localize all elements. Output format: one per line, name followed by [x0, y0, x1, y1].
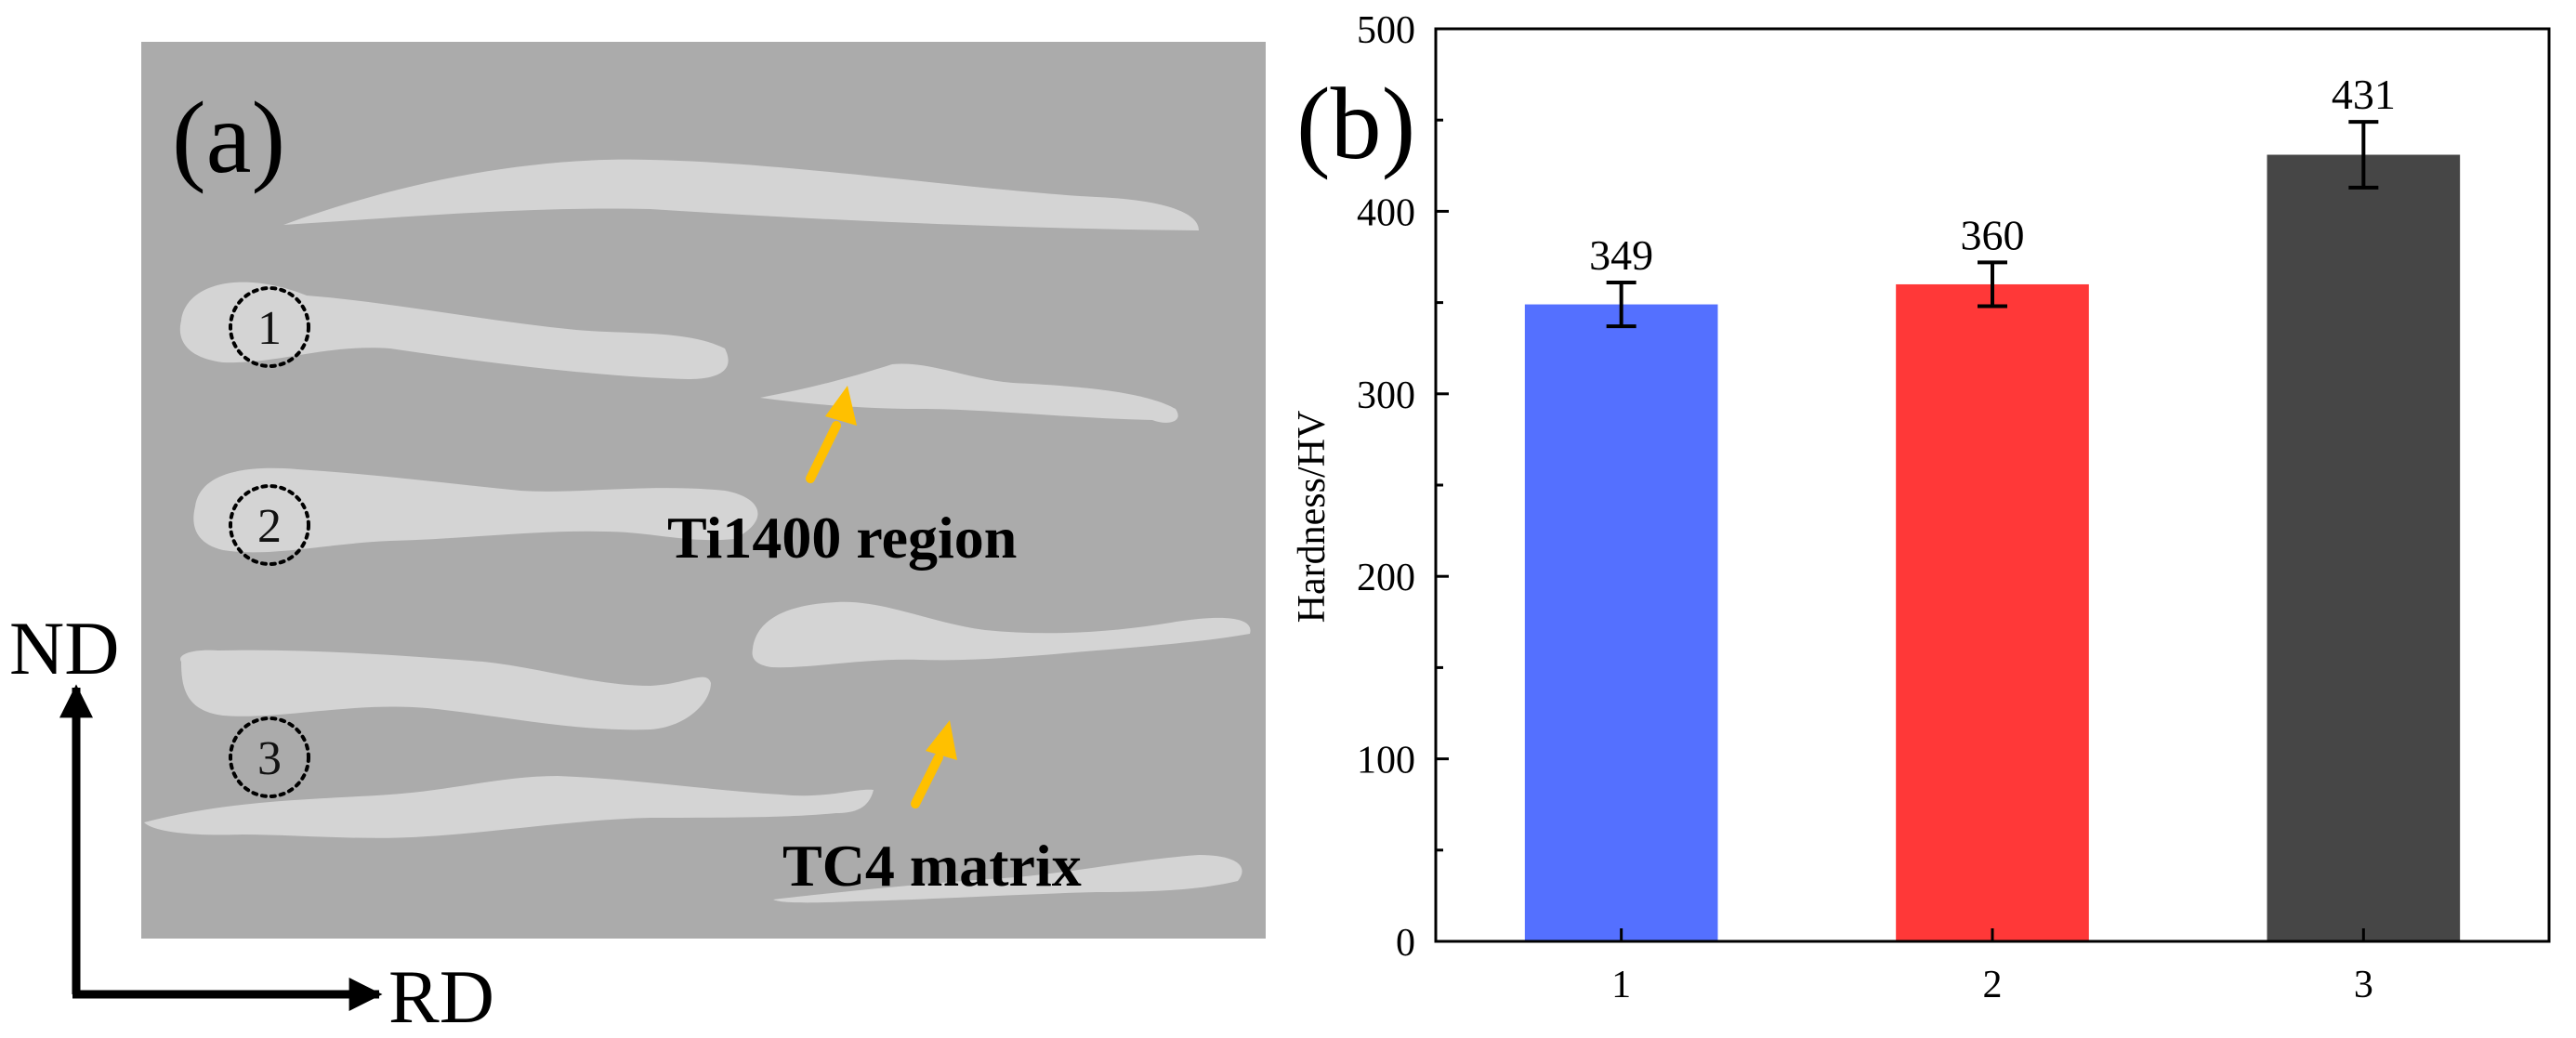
value-label-3: 431 [2332, 71, 2396, 118]
lamella [193, 467, 758, 553]
tc4-arrow-shaft [911, 753, 943, 808]
x-tick-label-1: 1 [1611, 964, 1631, 1006]
y-tick-label: 100 [1357, 740, 1415, 782]
point-1-label: 1 [257, 302, 282, 355]
chart-error-bars [1606, 120, 2379, 329]
y-tick-label: 0 [1396, 922, 1415, 965]
panel-a: 1 2 3 Ti1400 region TC4 matrix (a) ND RD [9, 42, 1266, 1038]
bar-2 [1896, 283, 2089, 942]
lamella [752, 601, 1251, 668]
lamella [144, 776, 874, 838]
x-axis-ticks: 1 2 3 [1611, 928, 2373, 1006]
y-tick-label: 300 [1357, 374, 1415, 417]
annotation-arrows [806, 386, 957, 808]
lamella [179, 282, 729, 379]
ti1400-lamellae [144, 159, 1251, 903]
bar-1 [1524, 304, 1718, 942]
point-3-label: 3 [257, 732, 282, 785]
nd-label: ND [9, 606, 119, 690]
ti1400-arrow-shaft [806, 421, 841, 483]
lamella [773, 855, 1242, 903]
chart-value-labels: 349 360 431 [1589, 71, 2396, 279]
point-2-circle [229, 484, 310, 566]
value-label-1: 349 [1589, 231, 1653, 279]
x-tick-label-3: 3 [2354, 964, 2373, 1006]
y-tick-label: 500 [1357, 9, 1415, 52]
point-3-circle [229, 716, 310, 798]
lamella [180, 650, 712, 730]
point-1-circle [229, 286, 310, 368]
value-label-2: 360 [1961, 211, 2025, 258]
orientation-axes: ND RD [9, 606, 494, 1038]
panel-b-label: (b) [1296, 67, 1415, 180]
rd-label: RD [388, 954, 494, 1038]
y-axis-ticks: 0 100 200 300 400 500 [1357, 9, 1449, 965]
error-bar-3 [2348, 120, 2379, 190]
y-tick-label: 400 [1357, 191, 1415, 234]
y-tick-label: 200 [1357, 557, 1415, 599]
ti1400-region-label: Ti1400 region [667, 505, 1017, 571]
lamella [760, 363, 1178, 423]
tc4-matrix-label: TC4 matrix [782, 833, 1082, 899]
error-bar-2 [1978, 260, 2007, 309]
y-axis-label: Hardness/HV [1291, 411, 1334, 624]
tc4-arrow-head [926, 720, 957, 760]
lamella [283, 159, 1199, 230]
chart-bars [1524, 154, 2461, 942]
panel-b: 349 360 431 0 100 200 300 400 500 1 2 3 Hardness/… [1291, 9, 2551, 1006]
point-2-label: 2 [257, 500, 282, 553]
panel-a-label: (a) [172, 81, 285, 194]
point-markers: 1 2 3 [229, 286, 310, 798]
ti1400-arrow-head [825, 386, 857, 426]
bar-3 [2267, 154, 2461, 942]
error-bar-1 [1606, 280, 1636, 329]
x-tick-label-2: 2 [1983, 964, 2003, 1006]
